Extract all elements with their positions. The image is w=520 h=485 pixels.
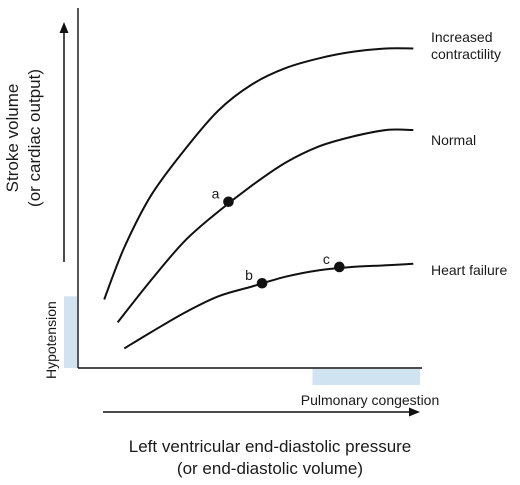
point-a-label: a [212, 186, 220, 202]
increased-contractility-curve [103, 47, 414, 300]
chart-labels: Hypotension Pulmonary congestion Increased… [3, 29, 507, 478]
pulmonary-congestion-region [312, 369, 420, 385]
y-arrow-head [59, 22, 69, 33]
heart-failure-curve [123, 262, 414, 350]
x-arrow-head [409, 407, 420, 417]
series-curves [103, 47, 414, 350]
y-axis-title: Stroke volume (or cardiac output) [3, 69, 44, 207]
hypotension-label: Hypotension [43, 301, 59, 379]
increased-contractility-label: Increased contractility [431, 29, 501, 62]
point-c-label: c [323, 251, 330, 267]
point-b-label: b [245, 267, 253, 283]
shaded-regions [64, 296, 420, 385]
normal-curve [116, 128, 414, 324]
heart-failure-label: Heart failure [431, 262, 507, 278]
point-b [256, 277, 268, 289]
axes [59, 8, 422, 417]
point-c [334, 261, 345, 273]
marked-points [223, 196, 345, 289]
hypotension-region [64, 296, 77, 368]
point-a [223, 196, 234, 208]
normal-label: Normal [431, 132, 476, 148]
pulmonary-congestion-label: Pulmonary congestion [301, 392, 440, 408]
x-axis-title: Left ventricular end-diastolic pressure(… [129, 437, 412, 478]
